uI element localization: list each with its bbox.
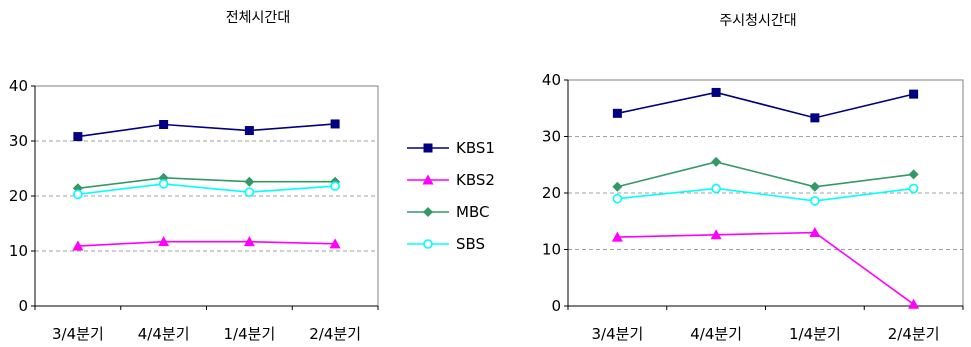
data-point <box>711 183 721 194</box>
series-kbs2 <box>611 227 920 309</box>
data-point <box>611 231 623 242</box>
data-point <box>329 238 341 249</box>
legend-label: SBS <box>456 235 485 253</box>
legend: KBS1 KBS2 MBC SBS <box>407 139 495 253</box>
series-sbs <box>73 179 340 200</box>
y-tick-label: 40 <box>9 77 28 95</box>
y-tick-label: 0 <box>18 297 28 315</box>
data-point <box>909 89 919 99</box>
data-point <box>908 169 919 180</box>
legend-marker <box>423 239 433 249</box>
y-tick-label: 40 <box>542 71 561 89</box>
legend-label: MBC <box>456 203 489 221</box>
data-point <box>612 108 622 118</box>
data-point <box>72 240 84 251</box>
data-point <box>244 187 255 197</box>
data-point <box>809 227 821 238</box>
x-tick-label: 3/4분기 <box>52 325 104 343</box>
x-tick-label: 1/4분기 <box>224 325 276 343</box>
y-tick-label: 30 <box>542 128 561 146</box>
data-point <box>73 132 83 142</box>
data-point <box>612 193 623 204</box>
legend-label: KBS1 <box>456 139 495 157</box>
data-point <box>159 120 169 129</box>
data-point <box>711 87 721 97</box>
series-line <box>617 161 914 188</box>
data-point <box>809 181 820 192</box>
data-point <box>810 113 820 123</box>
data-point <box>711 156 722 167</box>
y-tick-label: 20 <box>542 184 561 202</box>
x-tick-label: 4/4분기 <box>690 325 742 343</box>
y-tick-label: 0 <box>551 297 561 315</box>
data-point <box>244 126 254 136</box>
legend-label: KBS2 <box>456 171 495 189</box>
data-point <box>330 181 340 191</box>
data-point <box>710 229 722 240</box>
x-tick-label: 4/4분기 <box>138 325 190 343</box>
y-tick-label: 20 <box>9 187 28 205</box>
data-point <box>158 236 170 247</box>
series-line <box>617 187 914 202</box>
series-line <box>617 231 915 305</box>
data-point <box>330 119 340 129</box>
data-point <box>908 183 919 194</box>
x-tick-label: 2/4분기 <box>309 325 361 343</box>
chart-title: 주시청시간대 <box>719 13 796 29</box>
x-tick-label: 1/4분기 <box>789 325 841 343</box>
series-mbc <box>612 156 919 192</box>
data-point <box>612 181 623 192</box>
series-sbs <box>612 183 919 206</box>
data-point <box>908 298 920 309</box>
series-kbs1 <box>73 119 340 142</box>
data-point <box>243 236 255 247</box>
series-kbs1 <box>612 87 919 123</box>
series-kbs2 <box>72 236 341 251</box>
series-line <box>77 123 336 138</box>
series-line <box>77 177 336 190</box>
legend-marker <box>422 174 434 185</box>
data-point <box>810 196 820 206</box>
data-point <box>73 189 83 200</box>
series-line <box>617 91 914 119</box>
y-tick-label: 10 <box>9 242 28 260</box>
legend-marker <box>423 207 433 217</box>
x-tick-label: 3/4분기 <box>592 325 644 343</box>
series-line <box>77 183 336 196</box>
data-point <box>158 179 169 189</box>
y-tick-label: 30 <box>9 132 28 150</box>
data-point <box>244 176 255 187</box>
series-line <box>77 240 336 247</box>
x-tick-label: 2/4분기 <box>888 325 940 343</box>
chart-title: 전체시간대 <box>226 10 290 26</box>
y-tick-label: 10 <box>542 241 561 259</box>
legend-marker <box>423 143 433 153</box>
